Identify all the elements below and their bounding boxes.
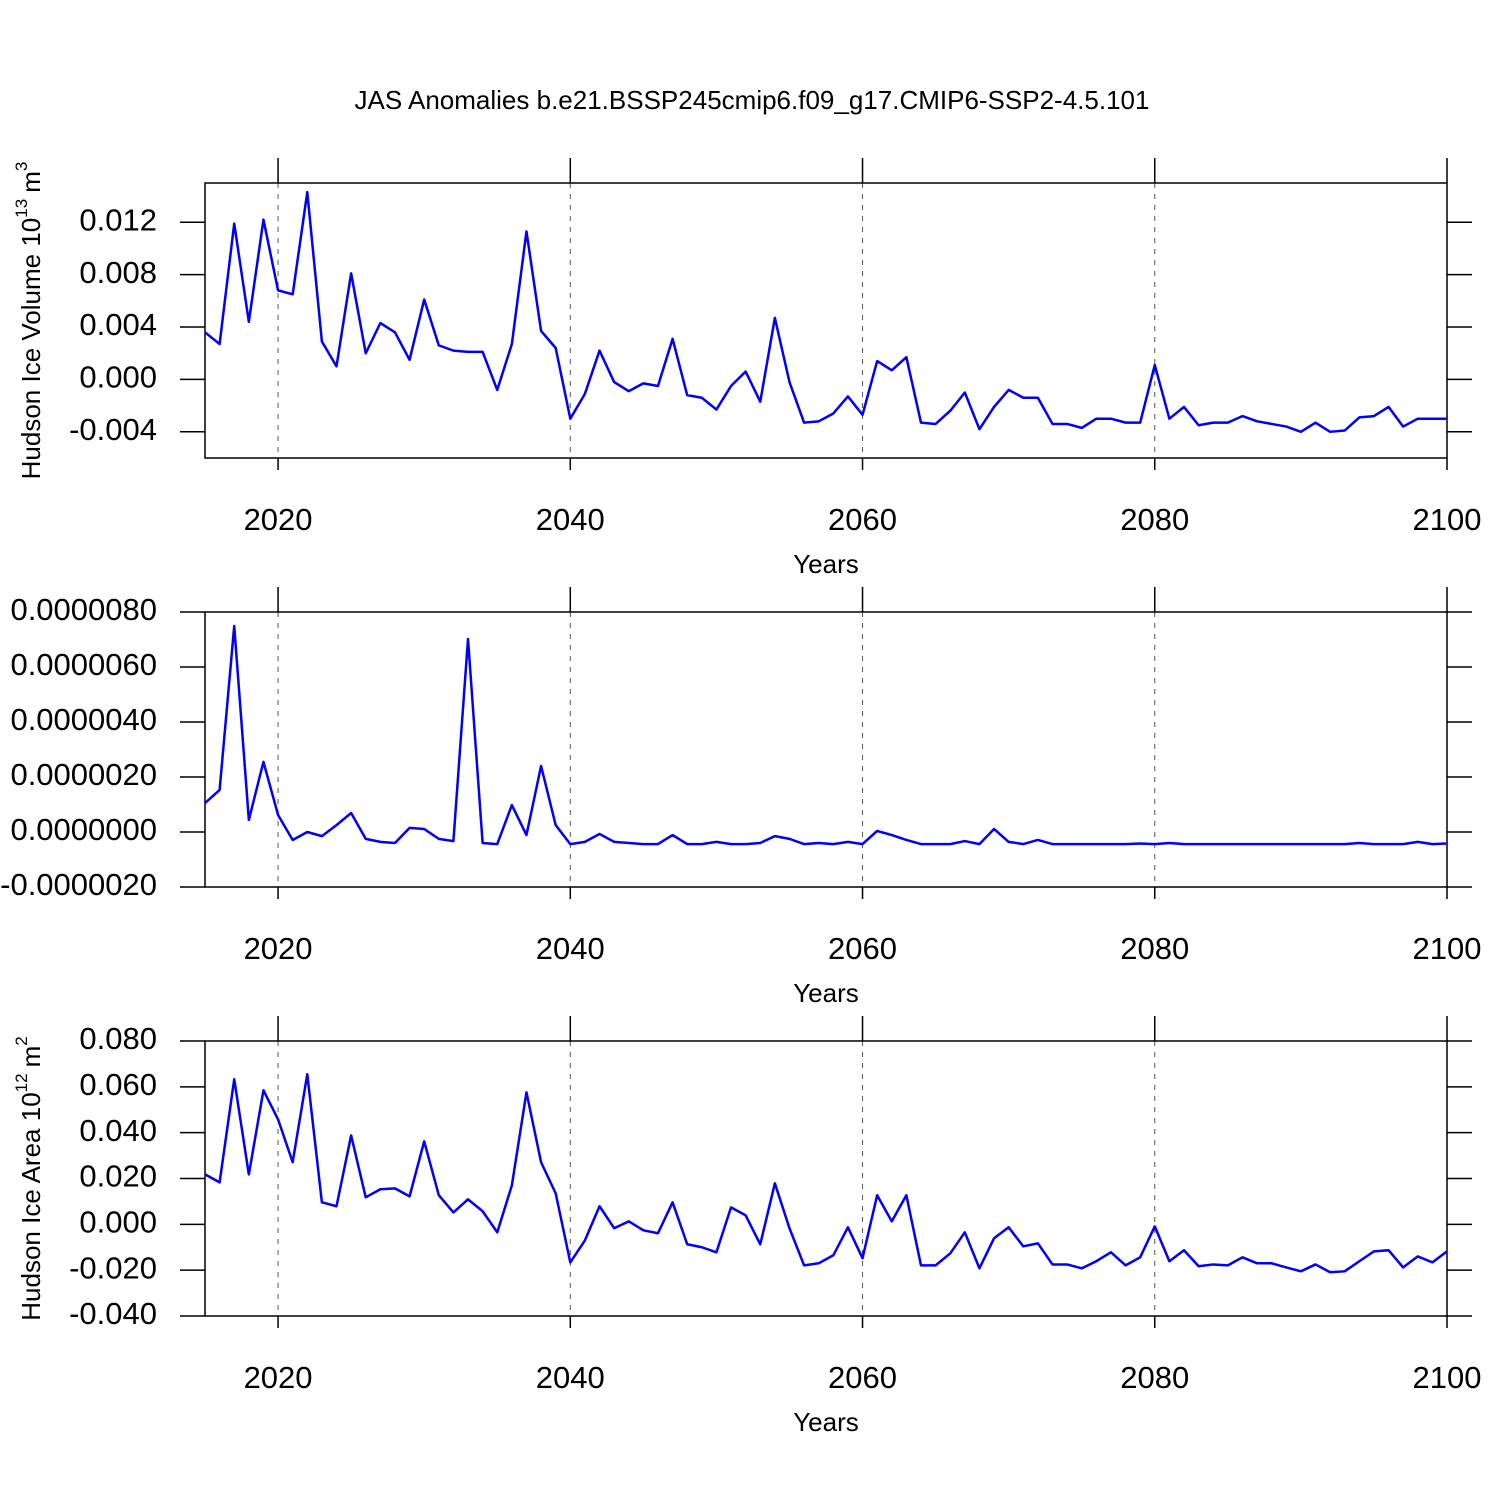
- y-tick-label: 0.000: [79, 360, 157, 395]
- x-axis-title: Years: [793, 978, 859, 1008]
- x-tick-label: 2080: [1120, 1360, 1189, 1395]
- plot-frame: [204, 1040, 1448, 1317]
- x-tick-label: 2040: [536, 931, 605, 966]
- y-tick-label: 0.0000080: [10, 592, 157, 627]
- y-axis-title-superscript: 2: [12, 1036, 31, 1045]
- x-tick-label: 2060: [828, 931, 897, 966]
- x-tick-label: 2060: [828, 502, 897, 537]
- y-axis-title-part: m: [16, 171, 46, 193]
- x-axis-title: Years: [793, 549, 859, 579]
- y-axis-title-superscript: 13: [12, 199, 31, 218]
- y-tick-label: 0.012: [79, 202, 157, 237]
- y-axis-title: Hudson Ice Volume 1013 m3: [12, 162, 45, 480]
- data-line: [204, 1072, 1448, 1274]
- x-tick-label: 2040: [536, 502, 605, 537]
- x-tick-label: 2080: [1120, 931, 1189, 966]
- panel: 2020 2040 2060 2080 2100 -0.0000020 0.0000000 0…: [0, 587, 1481, 1008]
- x-tick-label: 2080: [1120, 502, 1189, 537]
- y-tick-label: -0.040: [69, 1296, 157, 1331]
- y-axis-title: Hudson Ice Area 1012 m2: [12, 1036, 45, 1320]
- x-tick-label: 2100: [1413, 1360, 1482, 1395]
- panel: 2020 2040 2060 2080 2100 -0.004 0.000 0.004 0.00…: [12, 85, 1481, 579]
- y-axis-title-part: m: [16, 1046, 46, 1068]
- data-line: [204, 624, 1448, 846]
- y-axis-title-part: Hudson Ice Area 10: [16, 1092, 46, 1320]
- x-tick-label: 2020: [244, 931, 313, 966]
- y-tick-label: 0.000: [79, 1205, 157, 1240]
- chart-title: JAS Anomalies b.e21.BSSP245cmip6.f09_g17…: [355, 85, 1150, 115]
- y-tick-label: 0.040: [79, 1113, 157, 1148]
- y-tick-label: 0.0000000: [10, 812, 157, 847]
- panel: 2020 2040 2060 2080 2100 -0.040 -0.020 0.000 0.0…: [12, 1016, 1481, 1437]
- y-tick-label: 0.0000040: [10, 702, 157, 737]
- y-axis-title-superscript: 12: [12, 1073, 31, 1092]
- x-axis-title: Years: [793, 1407, 859, 1437]
- plot-frame: [204, 611, 1448, 888]
- y-tick-label: 0.0000020: [10, 757, 157, 792]
- y-tick-label: -0.020: [69, 1250, 157, 1285]
- plot-frame: [204, 182, 1448, 459]
- y-axis-title-superscript: 3: [12, 162, 31, 171]
- x-tick-label: 2100: [1413, 931, 1482, 966]
- y-tick-label: 0.060: [79, 1067, 157, 1102]
- y-tick-label: 0.008: [79, 255, 157, 290]
- x-tick-label: 2040: [536, 1360, 605, 1395]
- x-tick-label: 2100: [1413, 502, 1482, 537]
- y-axis-title-part: Hudson Ice Volume 10: [16, 218, 46, 480]
- y-tick-label: 0.020: [79, 1159, 157, 1194]
- data-line: [204, 190, 1447, 434]
- y-tick-label: -0.004: [69, 412, 157, 447]
- y-tick-label: 0.0000060: [10, 647, 157, 682]
- y-tick-label: -0.0000020: [0, 867, 157, 902]
- x-tick-label: 2060: [828, 1360, 897, 1395]
- x-tick-label: 2020: [244, 502, 313, 537]
- x-tick-label: 2020: [244, 1360, 313, 1395]
- y-tick-label: 0.004: [79, 307, 157, 342]
- y-tick-label: 0.080: [79, 1021, 157, 1056]
